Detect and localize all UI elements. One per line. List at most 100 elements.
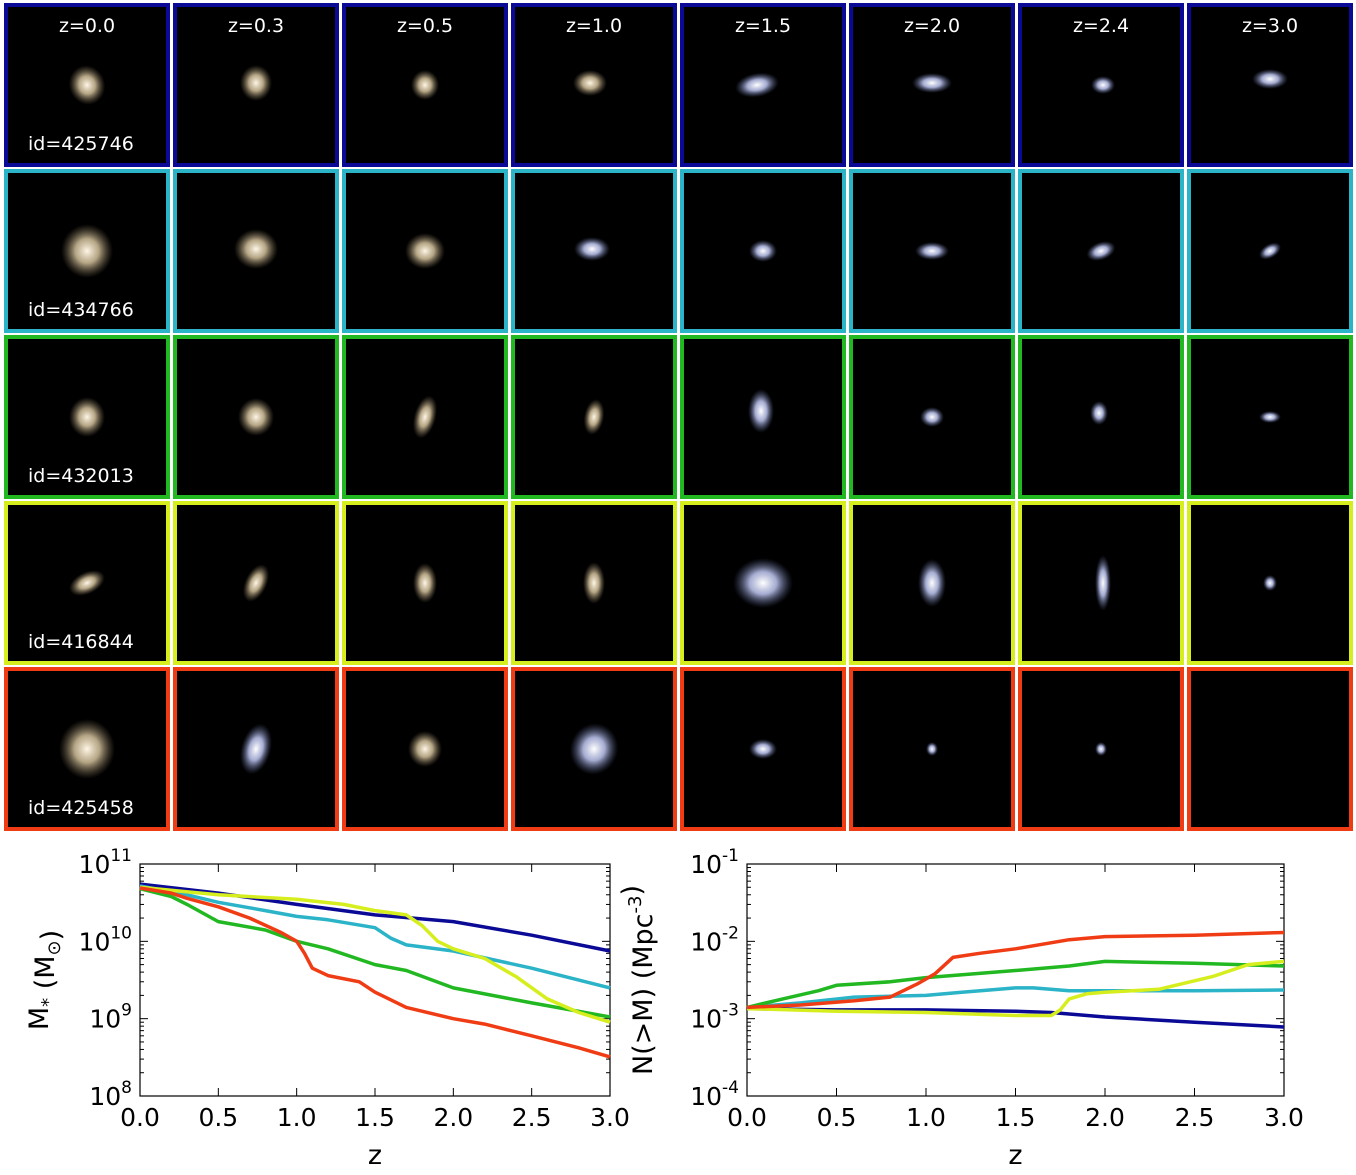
- y-axis-label: N(>M) (Mpc-3): [617, 885, 659, 1075]
- series-line: [139, 885, 611, 1024]
- galaxy-panel: [342, 667, 508, 831]
- x-tick-label: 2.0: [433, 1103, 473, 1132]
- redshift-label: z=2.0: [903, 15, 961, 37]
- galaxy-image: [405, 233, 445, 269]
- galaxy-panel: z=0.3: [173, 3, 339, 167]
- galaxy-image: [59, 719, 115, 779]
- galaxy-image: [413, 563, 437, 603]
- galaxy-image: [573, 70, 607, 96]
- y-tick-label: 10-2: [690, 923, 739, 956]
- galaxy-panel: z=2.4: [1018, 3, 1184, 167]
- redshift-label: z=0.0: [58, 15, 116, 37]
- x-axis-label: z: [1008, 1140, 1022, 1171]
- x-tick-label: 3.0: [590, 1103, 630, 1132]
- galaxy-image: [234, 229, 278, 269]
- x-tick-label: 0.5: [817, 1103, 857, 1132]
- redshift-label: z=1.0: [565, 15, 623, 37]
- galaxy-panel: [680, 169, 846, 333]
- galaxy-image: [242, 564, 270, 602]
- galaxy-image: [749, 739, 777, 759]
- galaxy-image: [1086, 241, 1116, 261]
- y-tick-label: 10-1: [690, 846, 739, 879]
- galaxy-panel: z=0.5: [342, 3, 508, 167]
- galaxy-image: [735, 72, 779, 98]
- redshift-label: z=0.3: [227, 15, 285, 37]
- galaxy-image: [574, 237, 610, 261]
- galaxy-panel: id=425458: [4, 667, 170, 831]
- galaxy-image: [61, 224, 113, 278]
- galaxy-panel: [173, 501, 339, 665]
- galaxy-panel: [511, 169, 677, 333]
- y-tick-label: 1010: [79, 923, 132, 956]
- galaxy-image: [915, 242, 949, 260]
- galaxy-panel: [173, 335, 339, 499]
- galaxy-panel: [849, 335, 1015, 499]
- redshift-label: z=2.4: [1072, 15, 1130, 37]
- y-tick-label: 108: [89, 1078, 132, 1111]
- galaxy-image-grid: z=0.0 id=425746 z=0.3 z=0.5 z=1.0 z=1.5 z=2.0 z…: [4, 3, 1353, 831]
- galaxy-panel: [849, 501, 1015, 665]
- x-tick-label: 0.0: [727, 1103, 767, 1132]
- galaxy-panel: [1018, 335, 1184, 499]
- galaxy-image: [920, 407, 944, 427]
- galaxy-image: [240, 65, 272, 101]
- galaxy-panel: [342, 501, 508, 665]
- galaxy-panel: [680, 667, 846, 831]
- galaxy-image: [412, 395, 438, 439]
- number-density-chart: 0.0 0.5 1.0 1.5 2.0 2.5 3.0 10-4 10-3 10-2 10-1 z N(…: [617, 846, 1304, 1171]
- galaxy-panel: [680, 501, 846, 665]
- galaxy-image: [1263, 575, 1277, 591]
- galaxy-panel: [849, 169, 1015, 333]
- galaxy-panel: [680, 335, 846, 499]
- galaxy-panel: [511, 335, 677, 499]
- galaxy-image: [411, 70, 439, 100]
- galaxy-image: [1095, 742, 1107, 756]
- galaxy-panel: z=1.0: [511, 3, 677, 167]
- galaxy-id-label: id=434766: [28, 299, 134, 321]
- galaxy-panel: [173, 169, 339, 333]
- galaxy-panel: [1018, 169, 1184, 333]
- galaxy-panel: [1187, 667, 1353, 831]
- galaxy-panel: id=432013: [4, 335, 170, 499]
- galaxy-image: [583, 562, 605, 604]
- galaxy-id-label: id=425746: [28, 133, 134, 155]
- galaxy-image: [1252, 69, 1288, 89]
- galaxy-panel: [1187, 335, 1353, 499]
- x-tick-label: 1.5: [355, 1103, 395, 1132]
- galaxy-panel: [1187, 501, 1353, 665]
- x-axis-label: z: [368, 1140, 382, 1171]
- galaxy-image: [912, 73, 952, 93]
- galaxy-panel: [342, 335, 508, 499]
- galaxy-image: [569, 723, 619, 775]
- galaxy-panel: [511, 667, 677, 831]
- x-tick-label: 2.5: [1175, 1103, 1215, 1132]
- galaxy-image: [408, 731, 442, 767]
- galaxy-panel: [1187, 169, 1353, 333]
- series-line: [746, 930, 1285, 1010]
- galaxy-id-label: id=416844: [28, 631, 134, 653]
- galaxy-image: [69, 397, 105, 437]
- galaxy-panel: z=3.0: [1187, 3, 1353, 167]
- galaxy-image: [1259, 411, 1281, 423]
- redshift-label: z=0.5: [396, 15, 454, 37]
- y-tick-label: 10-3: [690, 1001, 739, 1034]
- galaxy-panel: id=416844: [4, 501, 170, 665]
- galaxy-image: [733, 558, 793, 608]
- x-tick-label: 2.0: [1085, 1103, 1125, 1132]
- galaxy-id-label: id=432013: [28, 465, 134, 487]
- y-tick-label: 1011: [79, 846, 132, 879]
- galaxy-image: [1090, 401, 1108, 425]
- galaxy-panel: z=2.0: [849, 3, 1015, 167]
- y-tick-label: 109: [89, 1001, 132, 1034]
- galaxy-panel: [511, 501, 677, 665]
- x-tick-label: 1.0: [906, 1103, 946, 1132]
- x-tick-label: 2.5: [512, 1103, 552, 1132]
- x-tick-label: 1.0: [277, 1103, 317, 1132]
- redshift-label: z=1.5: [734, 15, 792, 37]
- galaxy-image: [583, 399, 605, 435]
- x-tick-label: 1.5: [996, 1103, 1036, 1132]
- galaxy-image: [918, 559, 946, 607]
- galaxy-panel: [342, 169, 508, 333]
- galaxy-image: [69, 570, 105, 596]
- y-tick-label: 10-4: [690, 1078, 739, 1111]
